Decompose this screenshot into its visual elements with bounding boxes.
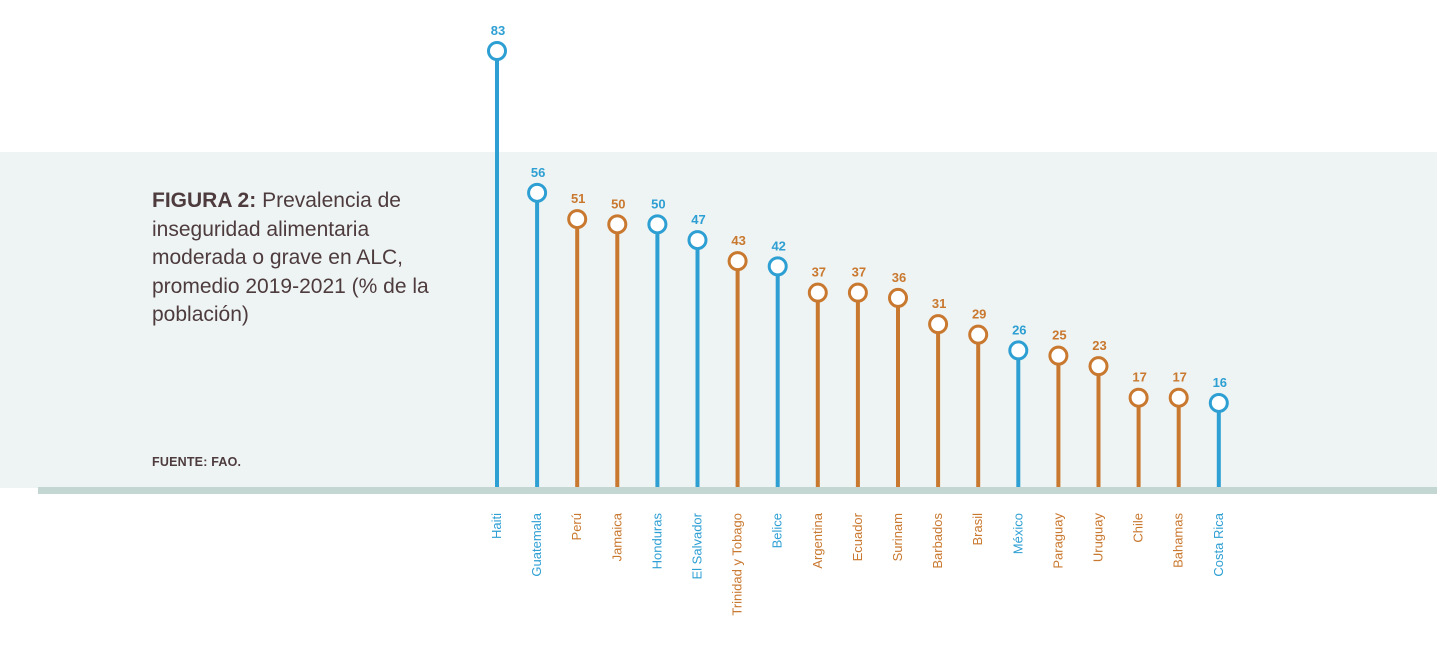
figure-source: FUENTE: FAO. (152, 455, 242, 469)
marker-el-salvador (687, 230, 708, 251)
marker-brasil (968, 324, 989, 345)
category-label-bahamas: Bahamas (1171, 513, 1186, 568)
category-label-mexico: México (1010, 513, 1025, 554)
category-label-el-salvador: El Salvador (690, 512, 705, 579)
marker-costa-rica (1208, 392, 1229, 413)
value-label-trinidad-y-tobago: 43 (731, 233, 745, 248)
value-label-costa-rica: 16 (1213, 375, 1227, 390)
marker-ecuador (847, 282, 868, 303)
marker-mexico (1008, 340, 1029, 361)
figure-title-lead: FIGURA 2: (152, 189, 257, 212)
marker-argentina (807, 282, 828, 303)
category-label-haiti: Haiti (489, 513, 504, 539)
category-label-paraguay: Paraguay (1050, 513, 1065, 569)
value-label-peru: 51 (571, 191, 585, 206)
category-label-argentina: Argentina (810, 512, 825, 568)
category-label-chile: Chile (1131, 513, 1146, 543)
marker-paraguay (1048, 345, 1069, 366)
value-label-honduras: 50 (651, 196, 665, 211)
figure-title: FIGURA 2: Prevalencia de inseguridad ali… (152, 187, 452, 330)
marker-surinam (888, 287, 908, 308)
category-label-trinidad-y-tobago: Trinidad y Tobago (730, 513, 745, 616)
marker-trinidad-y-tobago (727, 251, 748, 272)
category-label-guatemala: Guatemala (529, 512, 544, 576)
value-label-surinam: 36 (892, 270, 906, 285)
category-label-costa-rica: Costa Rica (1211, 512, 1226, 576)
value-label-ecuador: 37 (852, 265, 866, 280)
value-label-barbados: 31 (932, 296, 946, 311)
category-label-uruguay: Uruguay (1091, 513, 1106, 563)
value-label-jamaica: 50 (611, 196, 625, 211)
value-label-bahamas: 17 (1172, 370, 1186, 385)
value-label-guatemala: 56 (531, 165, 545, 180)
category-label-honduras: Honduras (649, 513, 664, 570)
value-label-paraguay: 25 (1052, 328, 1066, 343)
category-label-surinam: Surinam (890, 513, 905, 561)
value-label-argentina: 37 (812, 265, 826, 280)
category-label-brasil: Brasil (970, 513, 985, 546)
category-label-peru: Perú (569, 513, 584, 540)
figure-title-text: Prevalencia de inseguridad alimentaria m… (152, 189, 429, 326)
category-label-ecuador: Ecuador (850, 512, 865, 561)
category-label-belice: Belice (770, 513, 785, 548)
marker-belice (767, 256, 788, 277)
background-band (0, 152, 1437, 488)
marker-bahamas (1168, 387, 1189, 408)
marker-haiti (487, 41, 507, 61)
marker-guatemala (527, 182, 548, 203)
chart-baseline (38, 487, 1437, 494)
value-label-belice: 42 (771, 238, 785, 253)
value-label-brasil: 29 (972, 307, 986, 322)
value-label-uruguay: 23 (1092, 338, 1106, 353)
category-label-jamaica: Jamaica (609, 512, 624, 561)
value-label-haiti: 83 (491, 23, 505, 38)
value-label-chile: 17 (1132, 370, 1146, 385)
marker-chile (1128, 387, 1149, 408)
value-label-mexico: 26 (1012, 322, 1026, 337)
marker-barbados (928, 314, 949, 335)
category-label-barbados: Barbados (930, 513, 945, 569)
value-label-el-salvador: 47 (691, 212, 705, 227)
marker-honduras (647, 214, 668, 235)
marker-uruguay (1088, 356, 1109, 377)
marker-jamaica (607, 214, 628, 235)
marker-peru (567, 209, 588, 230)
